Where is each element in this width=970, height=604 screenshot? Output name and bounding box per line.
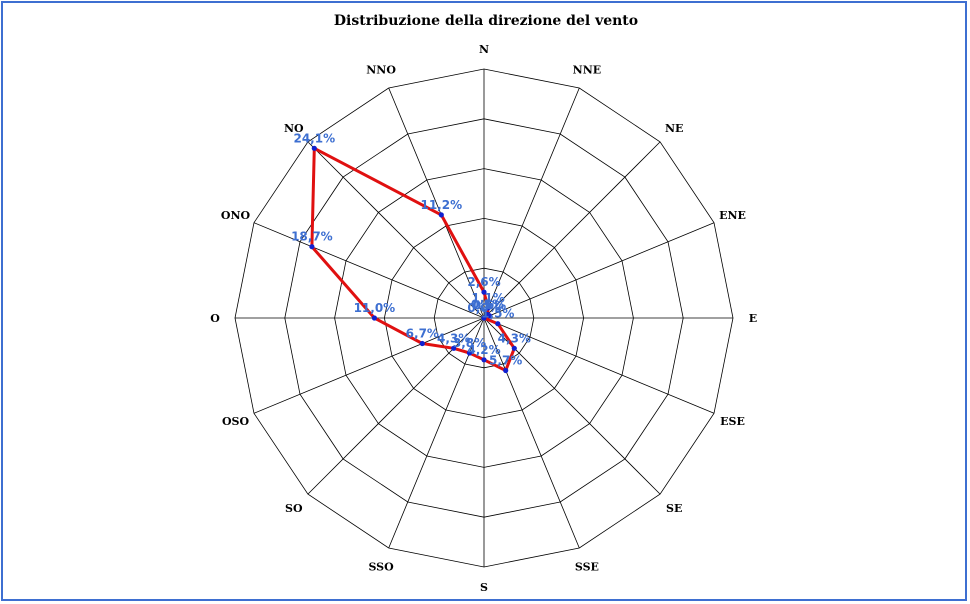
grid-spoke — [483, 141, 661, 319]
data-point-o — [371, 315, 377, 321]
data-point-no — [311, 145, 317, 151]
data-point-nno — [438, 212, 444, 218]
data-point-ese — [495, 321, 501, 327]
value-label-oso: 6,7% — [406, 327, 439, 341]
data-point-oso — [419, 340, 425, 347]
direction-label-ene: ENE — [719, 209, 746, 222]
data-point-n — [481, 289, 487, 295]
value-label-s: 4,2% — [467, 343, 500, 357]
direction-label-s: S — [480, 581, 488, 594]
value-label-so: 4,3% — [437, 331, 470, 345]
direction-label-sse: SSE — [575, 561, 599, 574]
grid-spoke — [388, 87, 485, 319]
direction-label-ono: ONO — [221, 209, 251, 222]
grid-spoke — [483, 317, 580, 549]
grid-spoke — [307, 141, 485, 319]
value-label-nno: 11,2% — [420, 198, 462, 212]
data-point-nne — [485, 305, 491, 311]
grid-spoke — [483, 222, 715, 319]
grid-spoke — [253, 222, 485, 319]
radar-grid — [234, 68, 734, 568]
value-label-ono: 18,7% — [291, 230, 333, 244]
direction-label-se: SE — [666, 502, 682, 515]
direction-label-sso: SSO — [368, 561, 394, 574]
grid-spoke — [253, 317, 485, 414]
direction-label-nne: NNE — [573, 64, 602, 77]
grid-spoke — [388, 317, 485, 549]
radar-chart: N NNE NE ENE E ESE SE SSE S SSO SO OSO O ONO NO NNO 2,6… — [210, 43, 757, 594]
direction-label-oso: OSO — [222, 415, 250, 428]
value-label-o: 11,0% — [354, 301, 396, 315]
value-labels: 2,6% 1,1%0,5%0,6%0,0%1,5% 4,3% 5,7%4,2%3,8%… — [291, 131, 531, 367]
value-label-sso: 3,8% — [453, 336, 486, 350]
direction-label-e: E — [749, 312, 757, 325]
direction-label-no: NO — [284, 122, 304, 135]
data-point-s — [481, 357, 487, 363]
direction-label-nno: NNO — [366, 64, 396, 77]
value-label-e: 0,0% — [467, 301, 500, 315]
data-point-so — [451, 345, 457, 351]
value-label-ene: 0,6% — [473, 299, 506, 313]
value-label-ne: 0,5% — [471, 298, 504, 312]
grid-spoke — [483, 87, 580, 319]
direction-label-o: O — [210, 312, 220, 325]
value-label-sse: 5,7% — [489, 354, 522, 368]
data-point-se — [511, 345, 517, 351]
direction-labels: N NNE NE ENE E ESE SE SSE S SSO SO OSO O ONO NO NNO — [210, 43, 757, 594]
direction-label-ese: ESE — [720, 415, 745, 428]
value-label-no: 24,1% — [293, 131, 335, 145]
chart-title: Distribuzione della direzione del vento — [333, 13, 639, 29]
value-label-se: 4,3% — [498, 331, 531, 345]
data-point-sso — [466, 350, 473, 356]
value-label-nne: 1,1% — [472, 291, 505, 305]
direction-label-ne: NE — [665, 122, 683, 135]
data-point-e — [481, 315, 487, 321]
value-label-n: 2,6% — [467, 275, 500, 289]
data-point-ene — [486, 313, 493, 319]
data-point-ono — [309, 244, 315, 250]
data-point-sse — [503, 367, 509, 374]
direction-label-n: N — [479, 43, 489, 56]
radar-series — [309, 145, 517, 374]
value-label-ese: 1,5% — [481, 307, 514, 321]
grid-spoke — [483, 317, 715, 414]
direction-label-so: SO — [285, 502, 303, 515]
